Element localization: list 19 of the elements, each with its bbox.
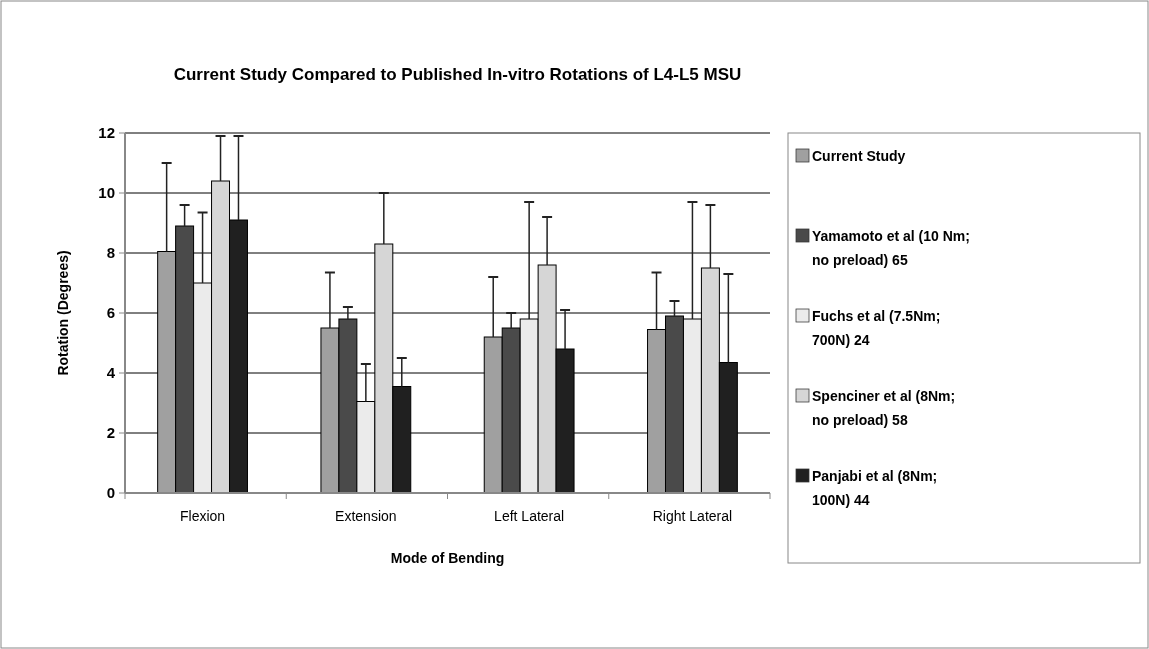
x-tick-label: Right Lateral: [652, 508, 733, 524]
legend-label: Fuchs et al (7.5Nm; 700N) 24: [812, 308, 941, 348]
x-axis-title: Mode of Bending: [390, 550, 505, 566]
legend-label: Yamamoto et al (10 Nm; no preload) 65: [812, 228, 970, 268]
y-tick-label: 6: [106, 304, 115, 322]
x-tick-label: Flexion: [179, 508, 226, 524]
y-tick-label: 8: [106, 244, 115, 262]
y-tick-label: 4: [106, 364, 116, 382]
y-tick-label: 0: [106, 484, 115, 502]
y-tick-label: 10: [98, 184, 115, 202]
chart-title: Current Study Compared to Published In-vitro Rotations of L4-L5 MSU: [173, 65, 742, 84]
x-tick-label: Extension: [335, 508, 397, 524]
legend-label: Current Study: [812, 148, 906, 164]
y-tick-label: 12: [98, 124, 115, 142]
y-axis-title: Rotation (Degrees): [55, 250, 71, 376]
legend-label: Panjabi et al (8Nm; 100N) 44: [812, 468, 938, 508]
legend-label: Spenciner et al (8Nm; no preload) 58: [812, 388, 956, 428]
x-tick-label: Left Lateral: [494, 508, 565, 524]
y-tick-label: 2: [106, 424, 115, 442]
